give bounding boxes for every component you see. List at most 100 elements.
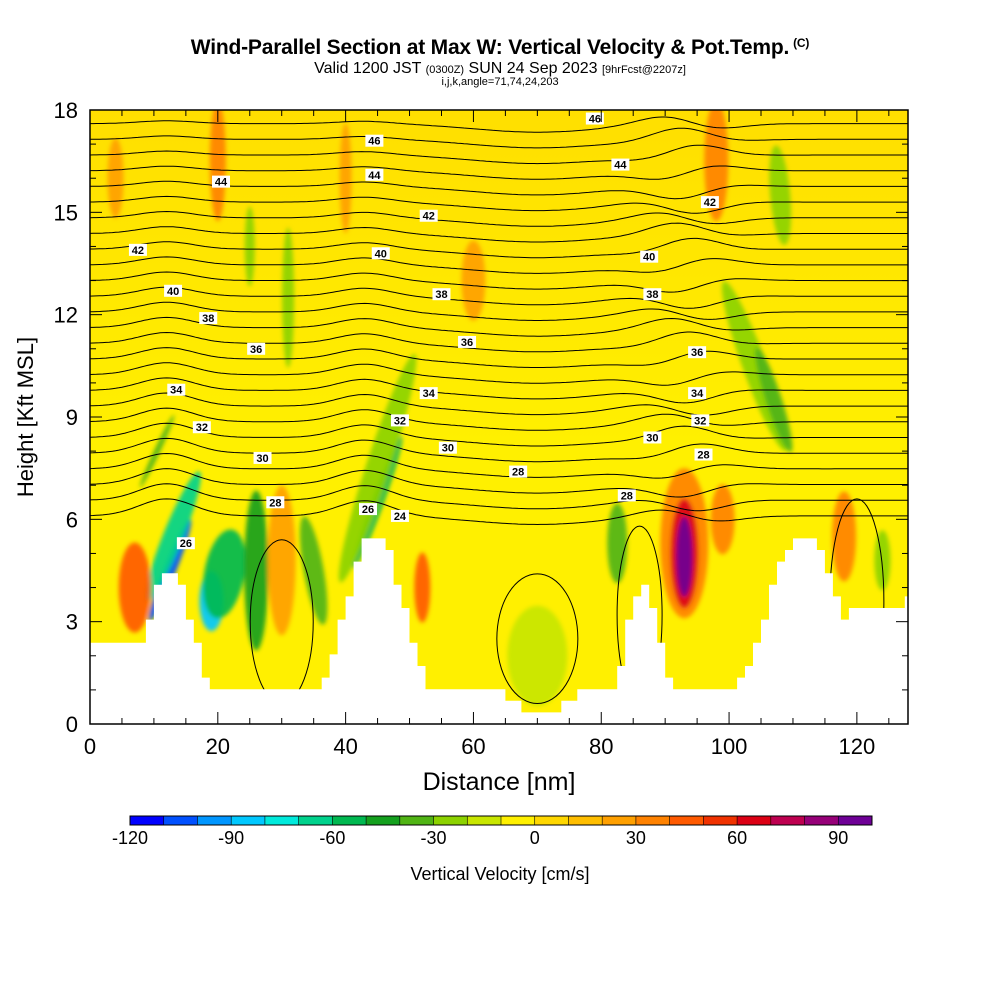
y-tick-label: 18 xyxy=(54,98,78,123)
contour-label: 46 xyxy=(365,134,384,148)
valid-utc: (0300Z) xyxy=(425,64,465,76)
svg-text:28: 28 xyxy=(512,467,524,479)
svg-text:24: 24 xyxy=(394,511,407,523)
isentrope-line xyxy=(90,452,908,479)
contour-label: 36 xyxy=(458,335,477,349)
colorbar-tick-label: -90 xyxy=(218,828,244,848)
y-tick-label: 6 xyxy=(66,507,78,532)
valid-prefix: Valid 1200 JST xyxy=(314,60,422,77)
svg-text:36: 36 xyxy=(250,344,262,356)
colorbar-swatch xyxy=(534,816,569,825)
isentrope-line xyxy=(90,498,908,526)
contour-label: 30 xyxy=(253,451,272,465)
svg-text:44: 44 xyxy=(614,160,627,172)
velocity-blob xyxy=(139,414,175,488)
svg-text:42: 42 xyxy=(132,245,144,257)
isentrope-line xyxy=(496,573,579,705)
colorbar-tick-label: -120 xyxy=(112,828,148,848)
velocity-blob xyxy=(244,206,255,287)
y-axis-label: Height [Kft MSL] xyxy=(13,337,38,497)
contour-label: 40 xyxy=(371,247,390,260)
contour-label: 26 xyxy=(176,537,195,550)
colorbar-swatch xyxy=(501,816,536,825)
svg-text:42: 42 xyxy=(704,197,716,209)
contour-label: 46 xyxy=(585,112,604,126)
velocity-blob xyxy=(461,240,486,321)
contour-label: 34 xyxy=(688,387,707,400)
svg-text:26: 26 xyxy=(362,504,374,516)
isentrope-line xyxy=(90,237,908,259)
isentrope-line xyxy=(90,377,908,404)
grid-indices: i,j,k,angle=71,74,24,203 xyxy=(441,76,559,88)
valid-date: SUN 24 Sep 2023 xyxy=(468,60,598,77)
isentrope-line xyxy=(90,116,908,133)
x-tick-label: 20 xyxy=(206,734,230,759)
y-tick-label: 12 xyxy=(54,303,78,328)
isentrope-line xyxy=(90,301,908,321)
colorbar-label: Vertical Velocity [cm/s] xyxy=(410,864,589,884)
x-tick-label: 80 xyxy=(589,734,613,759)
colorbar-swatch xyxy=(332,816,367,825)
svg-text:34: 34 xyxy=(423,388,436,400)
colorbar-tick-label: 60 xyxy=(727,828,747,848)
isentrope-line xyxy=(90,195,908,214)
svg-text:34: 34 xyxy=(170,385,183,397)
valid-time-line: Valid 1200 JST (0300Z) SUN 24 Sep 2023 [… xyxy=(0,60,1000,78)
svg-text:40: 40 xyxy=(167,286,179,298)
velocity-blob xyxy=(676,516,693,597)
velocity-blob xyxy=(118,542,151,633)
svg-text:36: 36 xyxy=(461,337,473,349)
isentrope-line xyxy=(90,271,908,293)
velocity-blob xyxy=(145,471,201,602)
svg-text:34: 34 xyxy=(691,388,704,400)
colorbar-swatch xyxy=(635,816,671,825)
velocity-blob xyxy=(414,552,431,623)
velocity-blob xyxy=(339,123,352,234)
isentrope-line xyxy=(90,347,908,368)
isentrope-line xyxy=(90,392,908,416)
terrain-mask xyxy=(90,538,908,724)
contour-label: 38 xyxy=(199,312,218,325)
y-tick-label: 3 xyxy=(66,610,78,635)
contour-label: 44 xyxy=(212,175,231,189)
svg-text:28: 28 xyxy=(269,497,281,509)
colorbar-swatch xyxy=(433,816,468,825)
svg-text:42: 42 xyxy=(423,211,435,223)
colorbar-tick-label: 30 xyxy=(626,828,646,848)
svg-text:44: 44 xyxy=(368,170,381,182)
contour-label: 34 xyxy=(167,383,186,397)
colorbar-swatch xyxy=(298,816,333,825)
contour-label: 36 xyxy=(247,342,266,356)
isentrope-line xyxy=(90,222,908,243)
svg-text:30: 30 xyxy=(256,453,268,465)
velocity-blob xyxy=(282,227,295,368)
contour-label: 38 xyxy=(432,288,451,301)
velocity-blob xyxy=(704,110,729,222)
contour-label: 32 xyxy=(691,414,710,427)
contour-label: 38 xyxy=(643,288,662,301)
y-tick-label: 9 xyxy=(66,405,78,430)
colorbar-swatch xyxy=(770,816,806,825)
contour-label: 42 xyxy=(128,243,147,257)
contour-label: 28 xyxy=(266,496,285,509)
colorbar-swatch xyxy=(467,816,502,825)
contour-label: 28 xyxy=(694,448,713,462)
svg-text:38: 38 xyxy=(435,289,447,301)
chart-title: Wind-Parallel Section at Max W: Vertical… xyxy=(0,36,1000,60)
y-tick-label: 0 xyxy=(66,712,78,737)
contour-label: 28 xyxy=(509,465,528,479)
colorbar: -120 -90 -60 -30 0 30 60 90 xyxy=(112,815,873,848)
contour-label: 40 xyxy=(640,250,659,264)
colorbar-swatch xyxy=(231,816,266,825)
colorbar-swatch xyxy=(264,816,300,825)
svg-text:26: 26 xyxy=(180,538,192,550)
colorbar-swatch xyxy=(838,816,873,825)
svg-text:28: 28 xyxy=(621,490,633,502)
colorbar-tick-label: 0 xyxy=(530,828,540,848)
isentrope-line xyxy=(90,127,908,149)
velocity-blob xyxy=(607,503,628,584)
colorbar-swatch xyxy=(366,816,401,825)
contour-label: 30 xyxy=(643,431,662,444)
contour-label: 44 xyxy=(611,158,630,172)
contour-label: 40 xyxy=(164,284,183,298)
